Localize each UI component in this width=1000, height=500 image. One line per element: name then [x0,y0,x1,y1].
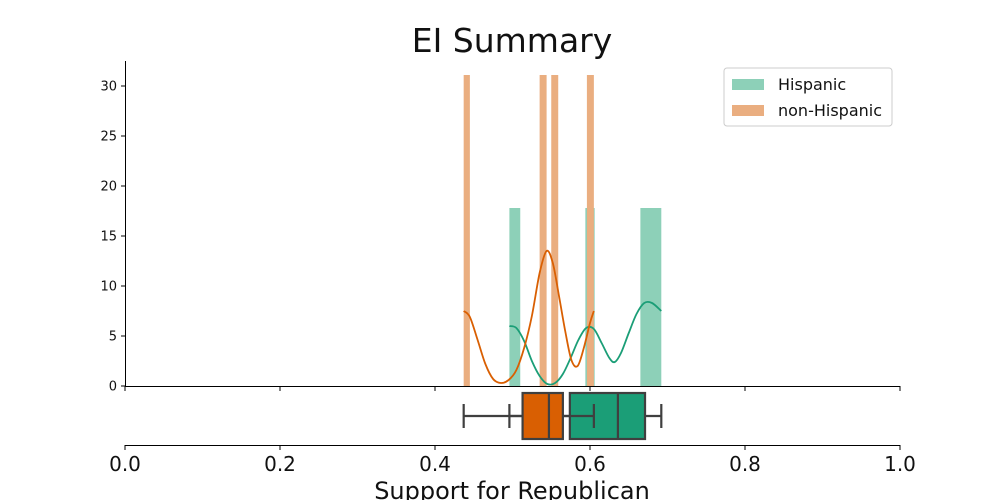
histogram-layer [463,75,662,386]
x-tick-label: 0.6 [574,452,606,476]
y-ticks: 0 5 10 15 20 25 30 [100,80,125,395]
kde-line-hispanic [509,300,662,386]
box-iqr-non-hispanic [521,391,564,441]
legend: Hispanic non-Hispanic [723,67,893,127]
hist-bar-non-hispanic-3 [586,75,594,386]
y-tick-label: 30 [100,80,117,95]
x-tick-label: 0.0 [109,452,141,476]
kde-layer [463,249,662,386]
legend-frame [723,67,893,127]
hist-bar-non-hispanic-1 [539,75,547,386]
hist-bar-non-hispanic-0 [463,75,470,386]
y-tick-label: 0 [109,380,117,395]
legend-swatch-hispanic [732,79,764,90]
boxplot-layer [462,391,663,441]
legend-swatch-non-hispanic [732,105,764,116]
top-axis-x-ticks [124,386,901,391]
hist-bar-non-hispanic-2 [551,75,559,386]
hist-bar-hispanic-0 [509,208,521,386]
legend-label-non-hispanic: non-Hispanic [778,101,882,120]
chart-title: EI Summary [412,21,613,60]
legend-label-hispanic: Hispanic [778,75,846,94]
x-tick-label: 1.0 [884,452,916,476]
x-tick-label: 0.8 [729,452,761,476]
hist-bar-hispanic-2 [640,208,662,386]
y-tick-label: 20 [100,180,117,195]
x-tick-label: 0.2 [264,452,296,476]
y-tick-label: 15 [100,230,117,245]
y-tick-label: 25 [100,130,117,145]
kde-line-non-hispanic [463,249,595,384]
x-axis-label: Support for Republican [374,477,650,500]
x-tick-label: 0.4 [419,452,451,476]
x-ticks: 0.0 0.2 0.4 0.6 0.8 1.0 [109,445,916,476]
y-tick-label: 10 [100,280,117,295]
y-tick-label: 5 [109,330,117,345]
